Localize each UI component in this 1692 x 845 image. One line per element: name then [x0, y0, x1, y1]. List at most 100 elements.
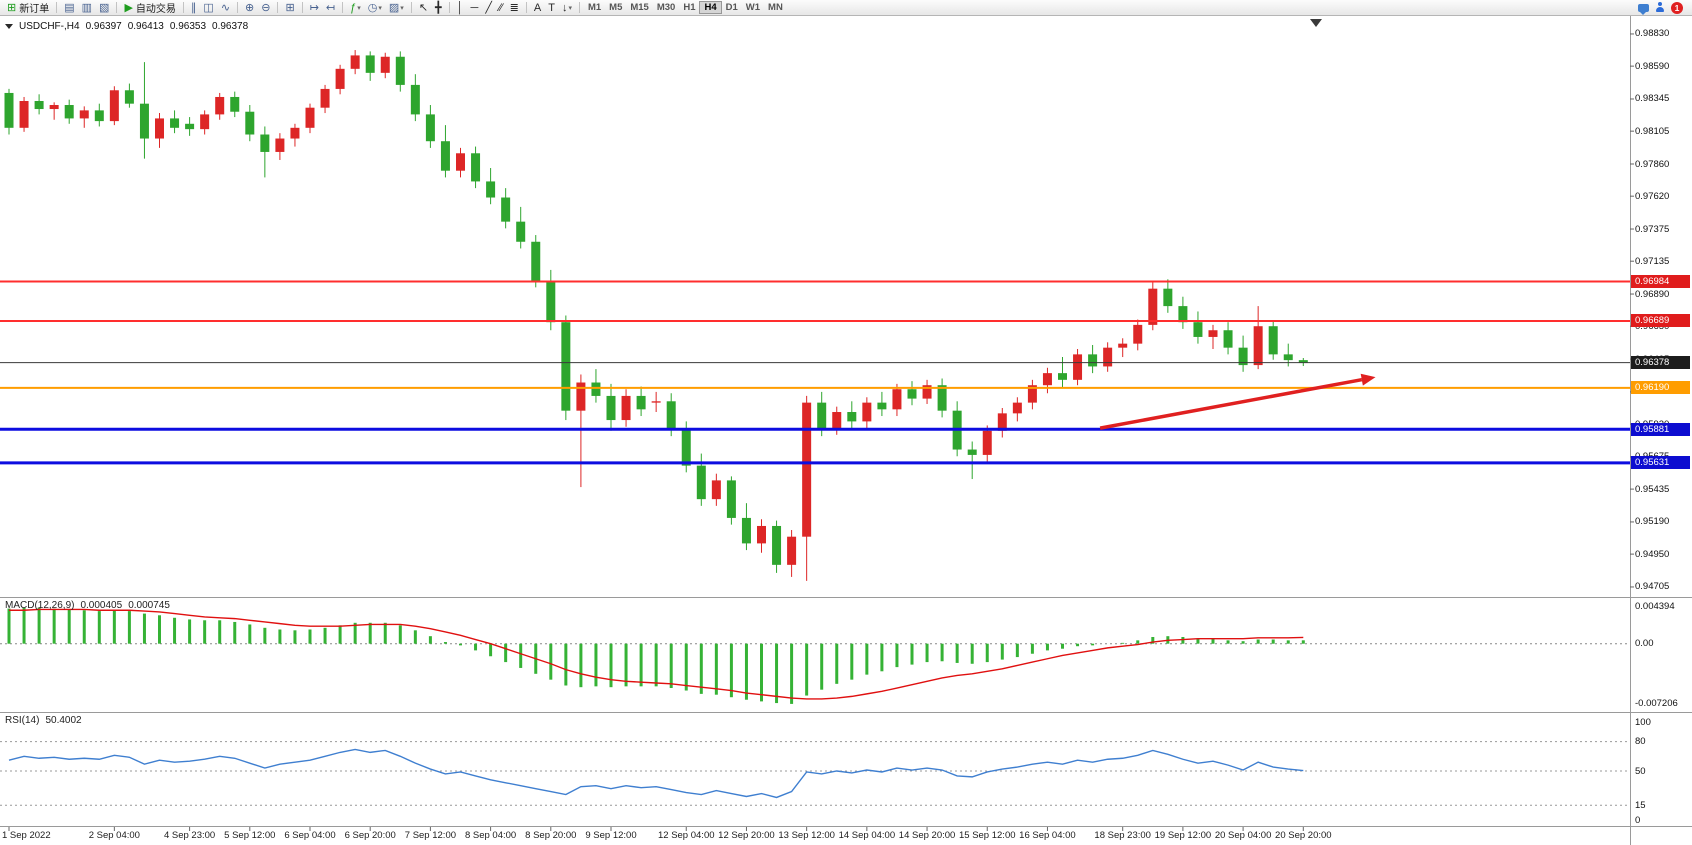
arrows-button[interactable]: ↓ ▾ — [559, 1, 575, 15]
time-scale-label: 14 Sep 20:00 — [898, 830, 956, 841]
price-scale-label: 0.96890 — [1635, 288, 1670, 300]
collapse-chart-icon[interactable] — [5, 24, 13, 29]
trendline-button[interactable]: ╱ — [482, 1, 495, 15]
toolbar-button-label: 新订单 — [19, 4, 50, 15]
timeframe-button-w1[interactable]: W1 — [745, 2, 761, 13]
timeframe-button-m15[interactable]: M15 — [630, 2, 649, 13]
shift-marker-layer[interactable] — [1310, 19, 1322, 27]
toolbar-separator — [116, 2, 118, 13]
templates-icon: ▨ — [388, 1, 400, 14]
toolbar-separator — [56, 2, 58, 13]
time-scale-label: 13 Sep 12:00 — [778, 830, 835, 841]
new-order-button[interactable]: ⊞ 新订单 — [4, 1, 52, 16]
macd-scale-max: 0.004394 — [1635, 601, 1675, 612]
rsi-indicator-label: RSI(14) 50.4002 — [5, 715, 82, 726]
channel-button[interactable]: ∕∕ — [496, 1, 506, 15]
tile-windows-icon: ⊞ — [285, 1, 295, 14]
tile-windows-button[interactable]: ⊞ — [282, 1, 297, 15]
timeframe-button-m5[interactable]: M5 — [609, 2, 623, 13]
user-profile-icon[interactable] — [1655, 2, 1665, 13]
autotrading-button[interactable]: ▶ 自动交易 — [121, 1, 178, 16]
autotrading-icon: ▶ — [124, 1, 133, 14]
price-badge: 0.95881 — [1631, 422, 1690, 436]
channel-icon: ∕∕ — [498, 1, 503, 14]
templates-button[interactable]: ▨ ▾ — [386, 1, 407, 15]
rsi-scale-label: 50 — [1635, 765, 1646, 777]
time-scale-label: 20 Sep 20:00 — [1275, 830, 1332, 841]
macd-scale-min: -0.007206 — [1635, 698, 1678, 709]
trend-arrow-layer[interactable] — [1099, 373, 1376, 430]
rsi-name: RSI(14) — [5, 715, 40, 726]
price-scale-label: 0.94705 — [1635, 581, 1670, 593]
auto-scroll-button[interactable]: ↦ — [307, 1, 322, 15]
text-icon: A — [533, 1, 542, 14]
timeframe-button-m1[interactable]: M1 — [587, 2, 602, 13]
trend-arrow-head[interactable] — [1360, 373, 1376, 386]
market-watch-button[interactable]: ▤ — [61, 1, 77, 15]
time-scale-label: 18 Sep 23:00 — [1094, 830, 1151, 841]
zoom-in-button[interactable]: ⊕ — [242, 1, 257, 15]
macd-indicator-label: MACD(12,26,9) 0.000405 0.000745 — [5, 600, 170, 611]
ohlc-open-value: 0.96397 — [85, 21, 122, 32]
fibonacci-button[interactable]: ≣ — [507, 1, 522, 15]
price-badge: 0.96190 — [1631, 381, 1690, 395]
timeframe-button-mn[interactable]: MN — [768, 2, 783, 13]
price-scale-label: 0.97620 — [1635, 190, 1670, 202]
vertical-line-icon: │ — [456, 1, 464, 14]
toolbar: ⊞ 新订单 ▤ ▥ ▧ ▶ 自动交易 ∥ ◫ ∿ ⊕ ⊖ ⊞ ↦ ↤ ƒ ▾ ◷ ▾ ▨ ▾ ↖ ╋ │ ─ ╱ ∕∕ ≣ A T ↓ ▾ M… — [0, 0, 1692, 16]
indicators-icon: ƒ — [350, 1, 357, 14]
candlestick-chart-icon: ◫ — [203, 1, 214, 14]
bar-chart-button[interactable]: ∥ — [188, 1, 200, 15]
notification-badge[interactable]: 1 — [1671, 1, 1683, 14]
timeframe-button-h4[interactable]: H4 — [699, 1, 722, 14]
trendline-icon: ╱ — [485, 1, 492, 14]
indicators-button[interactable]: ƒ ▾ — [347, 1, 364, 15]
timeframe-button-m30[interactable]: M30 — [656, 2, 676, 13]
ohlc-low-value: 0.96353 — [169, 21, 207, 32]
candlestick-chart-button[interactable]: ◫ — [200, 1, 216, 15]
new-order-icon: ⊞ — [7, 1, 17, 14]
axis-ticks — [8, 33, 1634, 831]
time-scale-label: 2 Sep 04:00 — [88, 830, 140, 841]
data-window-icon: ▥ — [81, 1, 93, 14]
time-scale-label: 9 Sep 12:00 — [585, 830, 637, 841]
price-badge: 0.95631 — [1631, 456, 1690, 470]
price-scale-label: 0.98345 — [1635, 93, 1670, 105]
toolbar-separator — [301, 2, 303, 13]
toolbar-button-groups: ⊞ 新订单 ▤ ▥ ▧ ▶ 自动交易 ∥ ◫ ∿ ⊕ ⊖ ⊞ ↦ ↤ ƒ ▾ ◷ ▾ ▨ ▾ ↖ ╋ │ ─ ╱ ∕∕ ≣ A T ↓ ▾ — [4, 1, 575, 16]
text-button[interactable]: A — [531, 1, 544, 15]
time-scale-label: 4 Sep 23:00 — [163, 830, 216, 841]
zoom-out-button[interactable]: ⊖ — [258, 1, 273, 15]
rsi-layer — [0, 741, 1630, 806]
line-chart-button[interactable]: ∿ — [218, 1, 233, 15]
cursor-button[interactable]: ↖ — [416, 1, 431, 15]
market-watch-icon: ▤ — [64, 1, 75, 14]
periods-icon: ◷ — [367, 1, 378, 14]
chevron-down-icon: ▾ — [568, 4, 572, 12]
horizontal-line-button[interactable]: ─ — [468, 1, 482, 15]
chart-shift-marker[interactable] — [1310, 19, 1322, 27]
text-label-button[interactable]: T — [545, 1, 558, 15]
time-scale-label: 14 Sep 04:00 — [838, 830, 896, 841]
timeframe-button-d1[interactable]: D1 — [725, 2, 738, 13]
trend-arrow[interactable] — [1099, 377, 1363, 430]
chart-shift-button[interactable]: ↤ — [323, 1, 338, 15]
navigator-button[interactable]: ▧ — [96, 1, 112, 15]
chat-icon[interactable] — [1638, 3, 1649, 15]
data-window-button[interactable]: ▥ — [79, 1, 95, 15]
price-scale-label: 0.97860 — [1635, 158, 1670, 170]
periods-button[interactable]: ◷ ▾ — [365, 1, 385, 15]
crosshair-button[interactable]: ╋ — [432, 1, 445, 15]
rsi-scale-label: 0 — [1635, 814, 1641, 826]
candlestick-layer — [4, 50, 1308, 581]
toolbar-separator — [410, 2, 412, 13]
timeframe-button-h1[interactable]: H1 — [683, 2, 696, 13]
bar-chart-icon: ∥ — [190, 1, 197, 14]
rsi-line — [8, 748, 1304, 799]
vertical-line-button[interactable]: │ — [454, 1, 467, 15]
time-scale-label: 20 Sep 04:00 — [1214, 830, 1272, 841]
price-badge: 0.96689 — [1631, 314, 1690, 328]
ohlc-close-value: 0.96378 — [212, 21, 249, 32]
